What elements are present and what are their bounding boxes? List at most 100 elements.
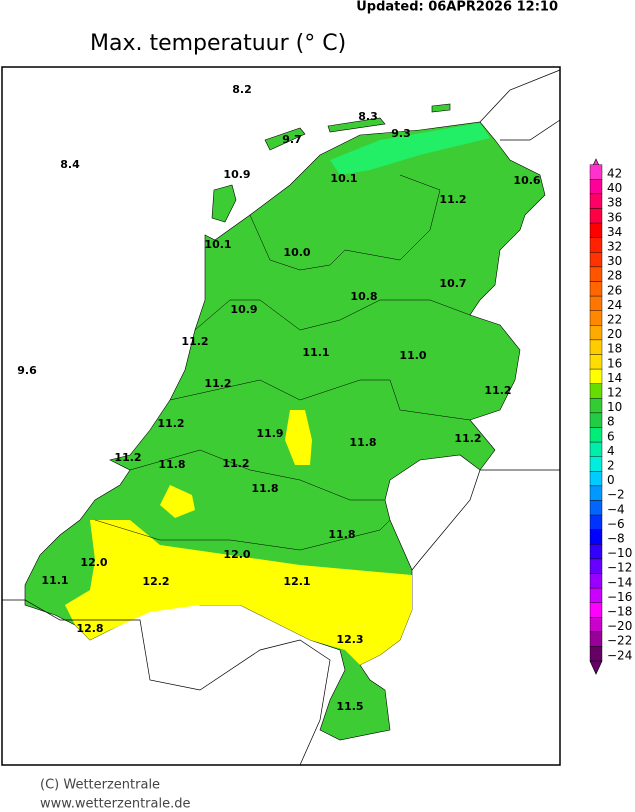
colorbar-label: −20 bbox=[607, 619, 632, 633]
region-line bbox=[169, 379, 471, 421]
station-value: 9.6 bbox=[17, 364, 37, 377]
colorbar-cell bbox=[589, 339, 603, 355]
colorbar-cell bbox=[589, 544, 603, 560]
station-value: 8.2 bbox=[232, 83, 252, 96]
url: www.wetterzentrale.de bbox=[40, 797, 190, 812]
colorbar-label: 30 bbox=[607, 254, 622, 268]
north-zone bbox=[330, 123, 490, 175]
stations: 8.2 8.3 9.3 9.7 8.4 10.9 10.1 10.6 11.2 10.1 10.0 1… bbox=[17, 83, 541, 713]
station-value: 10.7 bbox=[439, 277, 466, 290]
station-value: 10.9 bbox=[223, 168, 250, 181]
station-value: 11.2 bbox=[484, 384, 511, 397]
station-value: 11.8 bbox=[328, 528, 355, 541]
colorbar-cell bbox=[589, 281, 603, 297]
colorbar-cell bbox=[589, 573, 603, 589]
border bbox=[500, 119, 561, 141]
colorbar-label: 6 bbox=[607, 429, 615, 443]
colorbar-label: −22 bbox=[607, 634, 632, 648]
station-value: 10.1 bbox=[330, 172, 357, 185]
colorbar-label: 10 bbox=[607, 400, 622, 414]
region-line bbox=[94, 519, 391, 551]
station-value: 12.3 bbox=[336, 633, 363, 646]
colorbar-cell bbox=[589, 471, 603, 487]
colorbar-cell bbox=[589, 325, 603, 341]
colorbar-label: −8 bbox=[607, 532, 625, 546]
island bbox=[264, 127, 306, 151]
colorbar-label: 38 bbox=[607, 196, 622, 210]
colorbar-cell bbox=[589, 529, 603, 545]
warm-zone bbox=[285, 410, 312, 465]
colorbar-label: 24 bbox=[607, 298, 622, 312]
colorbar-cell bbox=[589, 222, 603, 238]
colorbar-label: 14 bbox=[607, 371, 622, 385]
station-value: 10.9 bbox=[230, 303, 257, 316]
title: Max. temperatuur (° C) bbox=[90, 31, 346, 56]
station-value: 8.3 bbox=[358, 110, 378, 123]
station-value: 12.2 bbox=[142, 575, 169, 588]
warm-zone bbox=[65, 520, 412, 665]
colorbar-cell bbox=[589, 310, 603, 326]
colorbar-label: 0 bbox=[607, 473, 615, 487]
station-value: 11.8 bbox=[251, 482, 278, 495]
region-line bbox=[194, 299, 471, 331]
colorbar-label: 4 bbox=[607, 444, 615, 458]
colorbar-label: 12 bbox=[607, 386, 622, 400]
colorbar-label: 36 bbox=[607, 210, 622, 224]
colorbar-label: 2 bbox=[607, 459, 615, 473]
station-value: 9.7 bbox=[282, 133, 302, 146]
colorbar-label: 20 bbox=[607, 327, 622, 341]
colorbar-cell bbox=[589, 295, 603, 311]
station-value: 12.0 bbox=[223, 548, 250, 561]
station-value: 10.0 bbox=[283, 246, 310, 259]
station-value: 10.6 bbox=[513, 174, 540, 187]
station-value: 11.2 bbox=[222, 457, 249, 470]
region-line bbox=[129, 449, 385, 501]
station-value: 11.2 bbox=[157, 417, 184, 430]
station-value: 9.3 bbox=[391, 127, 411, 140]
region-line bbox=[249, 174, 441, 271]
colorbar-label: 34 bbox=[607, 225, 622, 239]
colorbar-cell bbox=[589, 354, 603, 370]
colorbar-cell bbox=[589, 617, 603, 633]
updated: Updated: 06APR2026 12:10 bbox=[356, 0, 558, 15]
island bbox=[327, 117, 386, 133]
colorbar-label: 26 bbox=[607, 283, 622, 297]
colorbar-label: −2 bbox=[607, 488, 625, 502]
station-value: 11.8 bbox=[349, 436, 376, 449]
colorbar-cell bbox=[589, 646, 603, 662]
colorbar-cell bbox=[589, 412, 603, 428]
station-value: 11.8 bbox=[158, 458, 185, 471]
station-value: 11.2 bbox=[114, 451, 141, 464]
colorbar-label: −14 bbox=[607, 575, 632, 589]
warm-zone bbox=[160, 485, 195, 518]
colorbar: 424038363432302826242220181614121086420−… bbox=[589, 164, 632, 675]
colorbar-label: −24 bbox=[607, 648, 632, 662]
station-value: 12.1 bbox=[283, 575, 310, 588]
colorbar-cell bbox=[589, 237, 603, 253]
copyright: (C) Wetterzentrale bbox=[40, 778, 160, 793]
colorbar-label: −18 bbox=[607, 605, 632, 619]
colorbar-label: −6 bbox=[607, 517, 625, 531]
station-value: 11.2 bbox=[439, 193, 466, 206]
station-value: 11.5 bbox=[336, 700, 363, 713]
colorbar-label: −10 bbox=[607, 546, 632, 560]
colorbar-cell bbox=[589, 208, 603, 224]
station-value: 11.1 bbox=[302, 346, 329, 359]
colorbar-bottom bbox=[589, 660, 603, 675]
colorbar-label: 22 bbox=[607, 313, 622, 327]
island bbox=[211, 184, 237, 223]
station-value: 11.1 bbox=[41, 574, 68, 587]
border bbox=[411, 469, 560, 571]
colorbar-label: −12 bbox=[607, 561, 632, 575]
colorbar-cell bbox=[589, 485, 603, 501]
colorbar-label: 28 bbox=[607, 269, 622, 283]
colorbar-label: 40 bbox=[607, 181, 622, 195]
station-value: 12.0 bbox=[80, 556, 107, 569]
colorbar-cell bbox=[589, 368, 603, 384]
station-value: 8.4 bbox=[60, 158, 80, 171]
station-value: 11.0 bbox=[399, 349, 426, 362]
station-value: 11.9 bbox=[256, 427, 283, 440]
station-value: 11.2 bbox=[181, 335, 208, 348]
colorbar-label: 16 bbox=[607, 356, 622, 370]
